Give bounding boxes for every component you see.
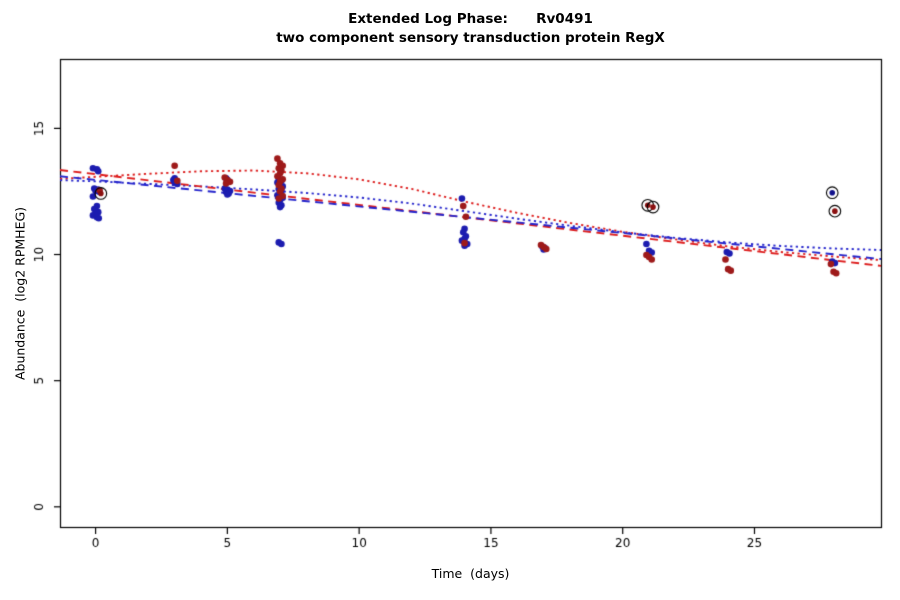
chart-title-block: Extended Log Phase: Rv0491 two component… xyxy=(60,10,881,48)
chart-title: Extended Log Phase: Rv0491 xyxy=(348,11,593,27)
x-axis-label: Time (days) xyxy=(431,566,510,581)
y-axis-label: Abundance (log2 RPMHEG) xyxy=(12,206,28,381)
chart-subtitle: two component sensory transduction prote… xyxy=(276,30,665,46)
